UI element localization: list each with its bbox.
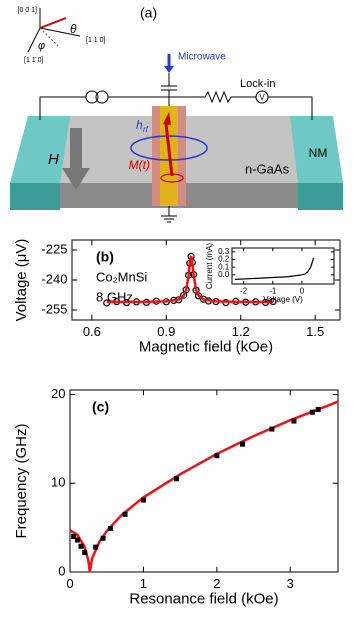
data-point [269,426,275,432]
data-point [309,409,315,415]
axis-vector [39,17,67,29]
axis [39,27,81,37]
x-tick-label: 3 [287,576,294,591]
axis-label: [1 1 0] [86,37,106,44]
y-tick-label: 0.0 [218,270,230,279]
y-tick-label: 0 [58,563,65,578]
y-tick-label: 0.1 [218,262,230,271]
x-tick-label: 2 [213,576,220,591]
x-tick-label: 0 [300,287,305,296]
data-point [93,544,99,550]
left-pad-front [10,183,60,210]
microwave-arrowhead [164,66,174,73]
data-point [214,453,220,459]
data-point [74,537,80,543]
x-tick-label: 1 [140,576,147,591]
y-tick-label: -255 [41,301,67,316]
left-pad [10,116,70,183]
y-tick-label: 20 [51,386,65,401]
annotation: Co₂MnSi [96,269,147,284]
data-point [122,511,128,517]
y-axis-title: Current (mA) [205,243,214,290]
schematic: [0 0 1] [1 1 0] [1 1̄ 0] θ φ (a) Microwa… [10,5,343,223]
hrf-label: h [136,118,143,132]
x-tick-label: 1.2 [232,324,250,339]
fit-line [69,400,339,573]
y-tick-label: 10 [51,475,65,490]
substrate-label: n-GaAs [245,161,290,176]
resistor-wire [108,90,256,104]
voltmeter-label: V [259,93,265,102]
x-axis-title: Magnetic field (kOe) [139,338,273,355]
right-pad-front [298,183,343,210]
y-tick-label: -240 [41,271,67,286]
fit-line [234,257,315,281]
right-pad [290,116,343,183]
axis [27,27,41,53]
wire [268,96,313,120]
h-arrow [62,128,90,190]
x-axis-title: Resonance field (kOe) [129,590,278,607]
panel-label: (a) [140,5,157,21]
data-point [240,441,246,447]
plot-frame [231,247,335,285]
y-tick-label: 0.2 [218,255,230,264]
x-tick-label: -1 [269,287,277,296]
data-point [140,497,146,503]
data-point [107,525,113,531]
x-tick-label: 0.6 [83,324,101,339]
y-tick-label: -225 [41,241,67,256]
axis-label: [1 1̄ 0] [24,57,44,64]
data-point [100,535,106,541]
data-point [291,418,297,424]
m-arrow [164,123,174,177]
axis-label: [0 0 1] [18,7,38,14]
x-tick-label: 1.5 [306,324,324,339]
microwave-label: Microwave [178,52,226,63]
lockin-label: Lock-in [240,78,275,90]
m-arrowhead [163,112,171,125]
data-point [71,533,77,539]
wire [39,96,86,120]
x-tick-label: 0 [66,576,73,591]
x-tick-label: -2 [240,287,248,296]
y-axis-title: Frequency (GHz) [13,423,30,538]
panel-label: (c) [92,399,109,415]
contact-label: NM [309,146,328,160]
data-point [315,407,321,413]
magnetization-label: M(t) [129,158,150,172]
panel-label: (b) [96,249,114,265]
fit-line [106,255,274,304]
theta: θ [70,22,77,36]
y-tick-label: 0.3 [218,247,230,256]
source [85,90,99,104]
axis-projection [39,27,59,47]
y-axis-title: Voltage (μV) [13,239,30,322]
x-axis-title: Voltage (V) [263,295,303,304]
x-tick-label: 0.9 [157,324,175,339]
data-point [173,476,179,482]
plot-frame [69,389,339,573]
phi: φ [38,40,45,52]
data-point [82,549,88,555]
hrf-subscript: rf [143,125,149,134]
field-label: H [48,151,59,168]
data-point [78,543,84,549]
